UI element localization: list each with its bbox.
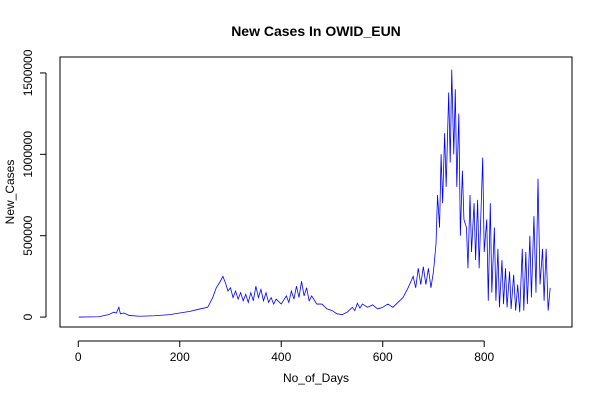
x-axis-label: No_of_Days xyxy=(283,371,349,385)
x-tick-label: 800 xyxy=(474,350,494,364)
plot-box xyxy=(59,56,573,328)
y-tick-label: 1500000 xyxy=(21,49,35,96)
y-tick-label: 500000 xyxy=(21,215,35,255)
y-tick-label: 1000000 xyxy=(21,131,35,178)
y-axis-label: New_Cases xyxy=(3,160,17,225)
chart-title: New Cases In OWID_EUN xyxy=(231,23,401,39)
x-tick-label: 0 xyxy=(75,350,82,364)
x-tick-label: 600 xyxy=(373,350,393,364)
y-tick-label: 0 xyxy=(21,313,35,320)
x-tick-label: 200 xyxy=(170,350,190,364)
data-line xyxy=(78,69,551,318)
x-tick-label: 400 xyxy=(271,350,291,364)
